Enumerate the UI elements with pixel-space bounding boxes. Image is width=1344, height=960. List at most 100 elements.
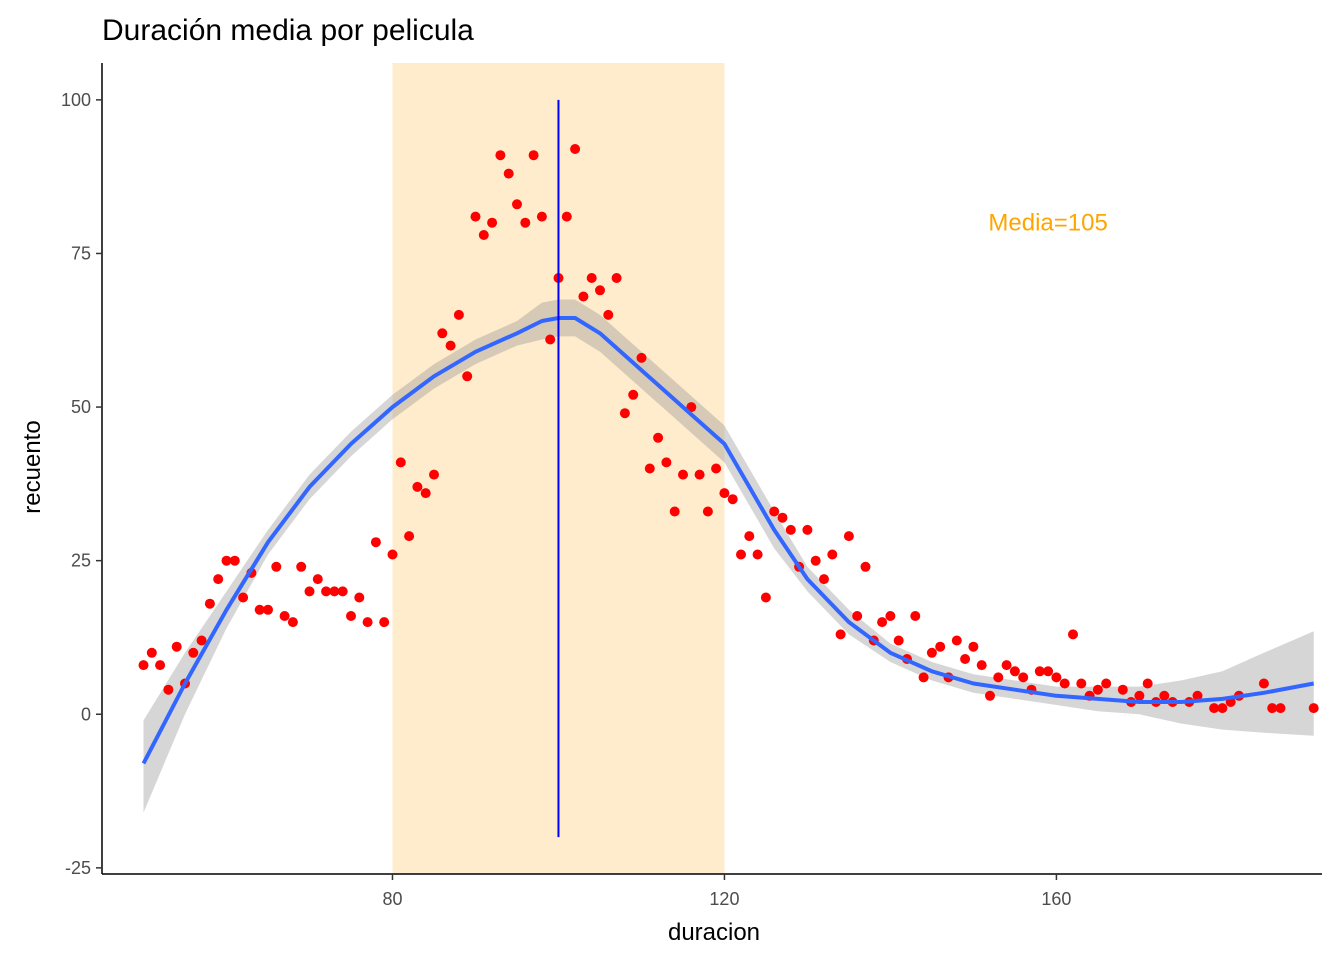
data-point: [1192, 690, 1203, 701]
confidence-ribbon: [143, 299, 1314, 813]
data-point: [769, 506, 780, 517]
data-point: [595, 285, 605, 296]
confidence-ribbon-layer: [143, 299, 1314, 813]
data-point: [1001, 660, 1012, 671]
data-point: [1308, 703, 1319, 714]
data-point: [570, 144, 581, 154]
smooth-line-layer: [141, 316, 1315, 765]
data-point: [462, 371, 473, 382]
data-point: [611, 273, 622, 283]
data-point: [146, 647, 157, 658]
y-tick-label: 0: [81, 704, 91, 724]
data-point: [155, 660, 166, 671]
data-point: [1068, 629, 1078, 640]
data-point: [362, 617, 373, 628]
data-point: [1009, 666, 1020, 677]
data-point: [478, 230, 489, 240]
data-point: [296, 561, 307, 572]
data-point: [263, 604, 273, 615]
data-point: [636, 352, 647, 363]
data-point: [188, 647, 199, 658]
y-tick-label: 100: [61, 90, 91, 110]
data-point: [495, 150, 506, 161]
data-point: [711, 463, 722, 474]
x-tick-label: 120: [709, 889, 739, 909]
data-point: [196, 635, 207, 646]
data-point: [321, 586, 332, 597]
data-point: [893, 635, 904, 646]
data-point: [354, 592, 365, 603]
mean-annotation: Media=105: [988, 210, 1107, 237]
data-point: [312, 574, 323, 585]
data-point: [827, 549, 838, 560]
data-point: [852, 611, 863, 621]
data-point: [802, 524, 813, 535]
data-point: [379, 617, 390, 628]
data-point: [287, 617, 298, 628]
data-point: [719, 488, 730, 499]
data-point: [536, 211, 547, 222]
data-point: [545, 334, 556, 345]
data-point: [163, 684, 174, 695]
data-point: [1117, 684, 1128, 695]
data-point: [661, 457, 672, 468]
data-point: [860, 561, 871, 572]
data-point: [935, 641, 946, 652]
data-point: [985, 690, 995, 701]
data-point: [420, 488, 431, 499]
data-point: [512, 199, 522, 210]
data-point: [279, 611, 290, 621]
data-point: [1076, 678, 1087, 689]
data-point: [1159, 690, 1170, 701]
data-point: [204, 598, 215, 609]
data-point: [337, 586, 348, 597]
data-point: [835, 629, 846, 640]
data-point: [271, 561, 282, 572]
data-point: [619, 408, 630, 419]
data-point: [429, 469, 439, 480]
data-point: [628, 389, 639, 400]
data-point: [1018, 672, 1029, 683]
data-point: [238, 592, 249, 603]
data-point: [843, 531, 854, 542]
data-point: [404, 531, 415, 542]
data-point: [1267, 703, 1278, 714]
data-point: [561, 211, 572, 222]
y-tick-label: 50: [71, 397, 91, 417]
data-point: [1275, 703, 1286, 714]
data-point: [1043, 666, 1054, 677]
data-point: [644, 463, 655, 474]
data-point: [370, 537, 381, 548]
data-point: [603, 309, 614, 320]
data-point: [1059, 678, 1070, 689]
data-point: [752, 549, 763, 560]
data-point: [520, 217, 531, 228]
data-point: [487, 217, 498, 228]
data-point: [926, 647, 937, 658]
data-point: [1209, 703, 1220, 714]
data-point: [304, 586, 315, 597]
data-point: [976, 660, 987, 671]
data-point: [885, 611, 896, 621]
data-point: [229, 555, 240, 566]
data-point: [993, 672, 1004, 683]
data-point: [528, 150, 539, 161]
data-point: [760, 592, 771, 603]
data-point: [213, 574, 224, 585]
y-tick-label: -25: [65, 858, 91, 878]
data-point: [960, 654, 971, 664]
data-point: [1217, 703, 1228, 714]
data-point: [727, 494, 738, 505]
data-point: [810, 555, 821, 566]
data-point: [395, 457, 406, 468]
data-point: [678, 469, 688, 480]
data-point: [910, 611, 921, 621]
data-point: [951, 635, 962, 646]
chart-title: Duración media por pelicula: [102, 14, 474, 47]
x-axis-title: duracion: [668, 919, 760, 946]
data-point: [785, 524, 796, 535]
data-point: [578, 291, 589, 302]
data-point: [453, 309, 464, 320]
data-point: [387, 549, 398, 560]
x-tick-label: 160: [1041, 889, 1071, 909]
